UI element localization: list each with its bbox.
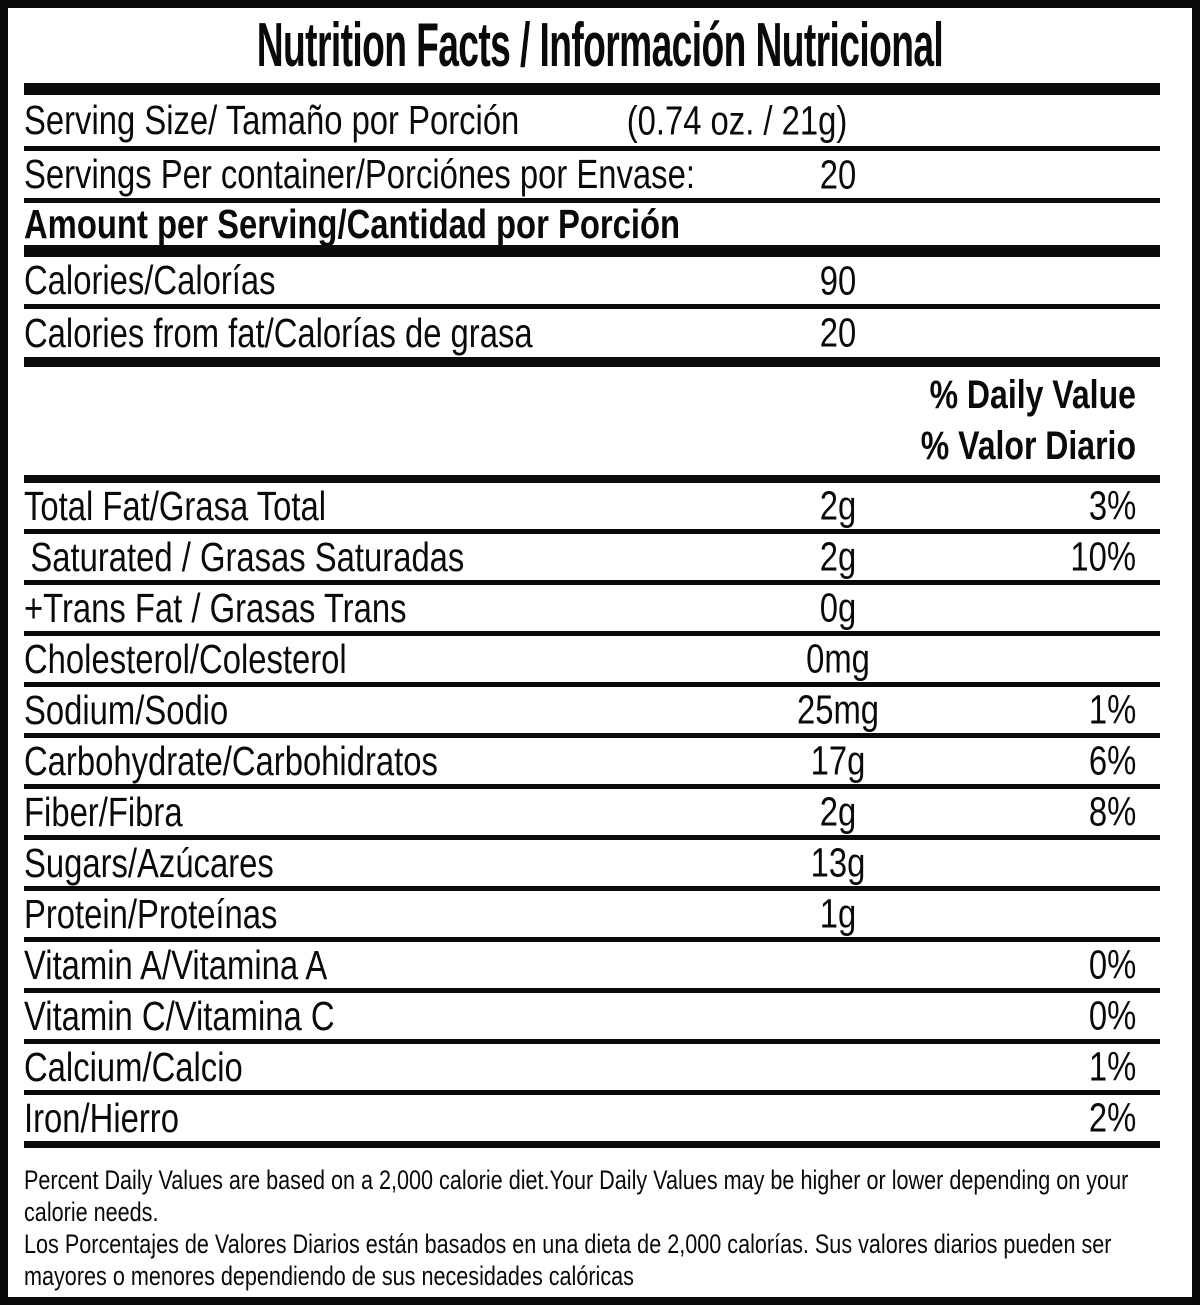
nutrient-daily-value: 2% — [1088, 1094, 1136, 1141]
calories-label: Calories/Calorías — [24, 257, 276, 303]
nutrient-label: Fiber/Fibra — [24, 788, 183, 835]
footnote-english-line2: calorie needs. — [24, 1197, 159, 1227]
nutrient-row-sugars: Sugars/Azúcares 13g — [24, 840, 1160, 886]
nutrient-value: 13g — [810, 839, 866, 886]
divider — [24, 146, 1160, 151]
nutrient-row-vitamin-c: Vitamin C/Vitamina C 0% — [24, 993, 1160, 1039]
nutrient-row-vitamin-a: Vitamin A/Vitamina A 0% — [24, 942, 1160, 988]
daily-value-header-en: % Daily Value — [929, 373, 1136, 417]
serving-size-value: (0.74 oz. / 21g) — [627, 97, 848, 143]
footnote-english: Percent Daily Values are based on a 2,00… — [24, 1164, 1160, 1228]
serving-size-label: Serving Size/ Tamaño por Porción — [24, 97, 520, 143]
calories-from-fat-row: Calories from fat/Calorías de grasa 20 — [24, 309, 1160, 357]
nutrient-row-iron: Iron/Hierro 2% — [24, 1095, 1160, 1141]
servings-per-container-row: Servings Per container/Porciónes por Env… — [24, 151, 1160, 198]
daily-value-header: % Daily Value % Valor Diario — [24, 367, 1160, 475]
nutrient-row-protein: Protein/Proteínas 1g — [24, 891, 1160, 937]
daily-value-header-es: % Valor Diario — [920, 424, 1136, 468]
nutrient-value: 2g — [819, 482, 857, 529]
serving-size-value-wrap: (0.74 oz. / 21g) — [600, 97, 876, 144]
divider — [24, 580, 1160, 585]
servings-per-container-label: Servings Per container/Porciónes por Env… — [24, 151, 695, 197]
servings-per-container-value: 20 — [819, 151, 857, 197]
nutrient-row-fiber: Fiber/Fibra 2g 8% — [24, 789, 1160, 835]
nutrient-value: 2g — [819, 533, 857, 580]
nutrient-daily-value: 3% — [1088, 482, 1136, 529]
nutrient-daily-value: 1% — [1088, 1043, 1136, 1090]
nutrient-label: Carbohydrate/Carbohidratos — [24, 737, 438, 784]
nutrient-value: 2g — [819, 788, 857, 835]
divider — [24, 1039, 1160, 1044]
nutrient-value: 17g — [810, 737, 866, 784]
divider — [24, 631, 1160, 636]
divider — [24, 784, 1160, 789]
nutrient-label: Vitamin C/Vitamina C — [24, 992, 335, 1039]
nutrient-daily-value: 10% — [1070, 533, 1136, 580]
nutrient-label: Iron/Hierro — [24, 1094, 179, 1141]
nutrient-daily-value: 8% — [1088, 788, 1136, 835]
label-title-text: Nutrition Facts / Información Nutriciona… — [256, 11, 944, 80]
divider — [24, 937, 1160, 942]
nutrient-value: 0g — [819, 584, 857, 631]
calories-from-fat-value-wrap: 20 — [815, 310, 861, 357]
divider-thick — [24, 1141, 1160, 1148]
divider — [24, 886, 1160, 891]
nutrient-daily-value: 0% — [1088, 941, 1136, 988]
calories-value: 90 — [819, 257, 857, 303]
nutrient-row-sodium: Sodium/Sodio 25mg 1% — [24, 687, 1160, 733]
serving-size-row: Serving Size/ Tamaño por Porción (0.74 o… — [24, 95, 1160, 146]
nutrient-label: Vitamin A/Vitamina A — [24, 941, 328, 988]
nutrient-label: Saturated / Grasas Saturadas — [30, 533, 465, 580]
amount-per-serving-row: Amount per Serving/Cantidad por Porción — [24, 200, 1160, 247]
nutrient-label: +Trans Fat / Grasas Trans — [24, 584, 407, 631]
footnote-english-line1: Percent Daily Values are based on a 2,00… — [24, 1165, 1129, 1195]
nutrient-daily-value: 0% — [1088, 992, 1136, 1039]
nutrient-daily-value: 6% — [1088, 737, 1136, 784]
nutrient-value: 25mg — [796, 686, 879, 733]
divider — [24, 304, 1160, 309]
nutrient-row-carbohydrate: Carbohydrate/Carbohidratos 17g 6% — [24, 738, 1160, 784]
divider — [24, 835, 1160, 840]
footnote-spanish-line1: Los Porcentajes de Valores Diarios están… — [24, 1229, 1112, 1259]
label-title: Nutrition Facts / Información Nutriciona… — [8, 8, 1192, 83]
nutrient-row-saturated-fat: Saturated / Grasas Saturadas 2g 10% — [24, 534, 1160, 580]
calories-from-fat-label: Calories from fat/Calorías de grasa — [24, 309, 533, 356]
footnote-spanish: Los Porcentajes de Valores Diarios están… — [24, 1228, 1160, 1292]
calories-row: Calories/Calorías 90 — [24, 257, 1160, 304]
divider — [24, 682, 1160, 687]
calories-value-wrap: 90 — [815, 257, 861, 304]
nutrient-row-cholesterol: Cholesterol/Colesterol 0mg — [24, 636, 1160, 682]
divider — [24, 198, 1160, 203]
divider — [24, 733, 1160, 738]
nutrient-value: 1g — [819, 890, 857, 937]
footnote-spanish-line2: mayores o menores dependiendo de sus nec… — [24, 1261, 634, 1291]
servings-per-container-value-wrap: 20 — [815, 151, 861, 198]
nutrient-row-total-fat: Total Fat/Grasa Total 2g 3% — [24, 483, 1160, 529]
nutrient-label: Sodium/Sodio — [24, 686, 229, 733]
nutrient-row-trans-fat: +Trans Fat / Grasas Trans 0g — [24, 585, 1160, 631]
nutrient-label: Sugars/Azúcares — [24, 839, 274, 886]
nutrient-label: Cholesterol/Colesterol — [24, 635, 347, 682]
divider-thick — [24, 83, 1160, 95]
divider — [24, 1090, 1160, 1095]
footnote: Percent Daily Values are based on a 2,00… — [24, 1148, 1160, 1292]
nutrient-daily-value: 1% — [1088, 686, 1136, 733]
divider — [24, 529, 1160, 534]
nutrient-value: 0mg — [806, 635, 870, 682]
amount-per-serving-header: Amount per Serving/Cantidad por Porción — [24, 200, 681, 247]
divider-thick — [24, 475, 1160, 483]
divider-thick — [24, 357, 1160, 367]
divider-thick — [24, 245, 1160, 257]
calories-from-fat-value: 20 — [819, 309, 857, 356]
nutrient-label: Calcium/Calcio — [24, 1043, 243, 1090]
nutrient-label: Total Fat/Grasa Total — [24, 482, 327, 529]
nutrient-row-calcium: Calcium/Calcio 1% — [24, 1044, 1160, 1090]
nutrient-label: Protein/Proteínas — [24, 890, 278, 937]
divider — [24, 988, 1160, 993]
